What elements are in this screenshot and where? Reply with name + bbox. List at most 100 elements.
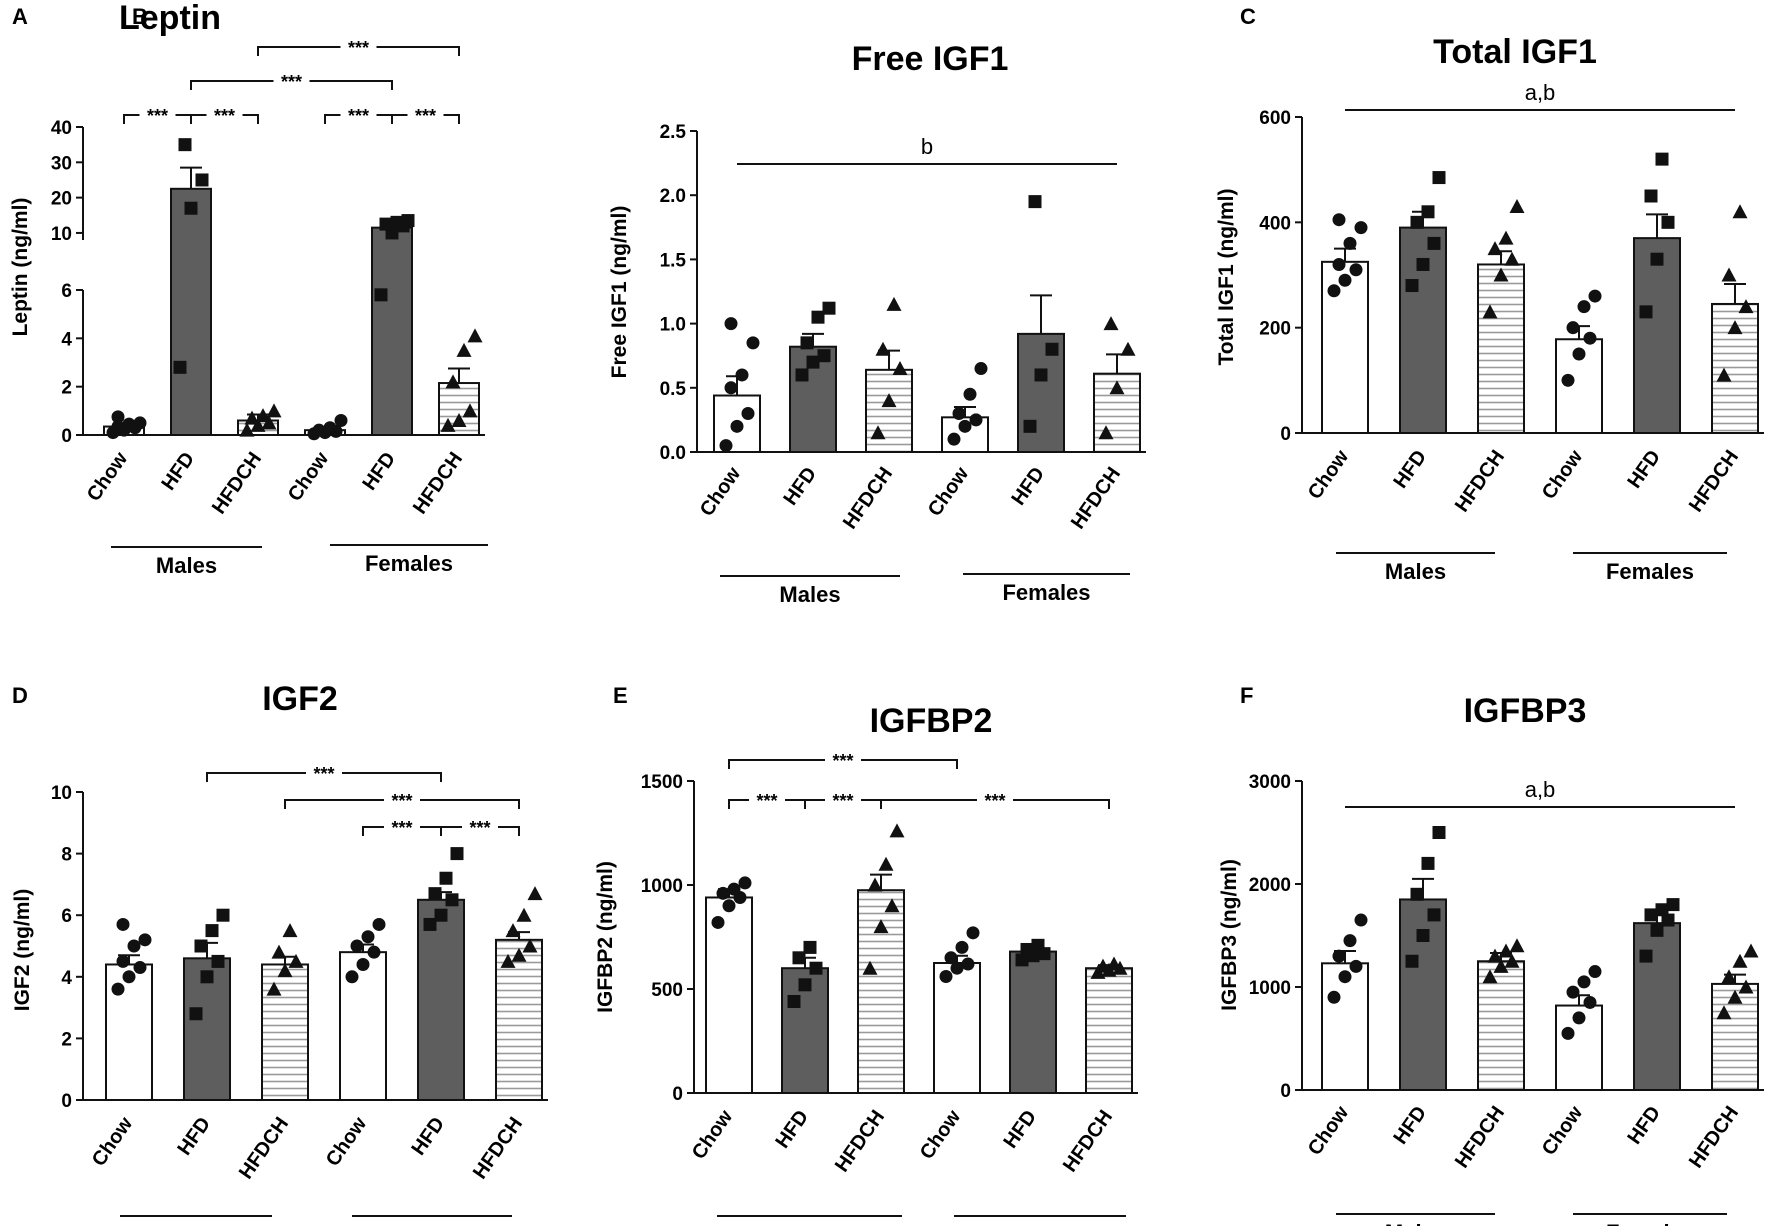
data-point [1410, 887, 1424, 901]
data-point [173, 360, 187, 374]
y-tick-label: 0.5 [660, 379, 687, 400]
x-tick-label: HFDCH [1685, 1102, 1743, 1172]
data-point [1405, 279, 1419, 293]
data-point [312, 423, 326, 437]
bar [1633, 922, 1681, 1092]
y-tick-label: 6 [61, 906, 72, 927]
data-point [111, 420, 125, 434]
group-label: Males [1385, 559, 1446, 584]
data-point [1338, 273, 1352, 287]
data-point [367, 945, 381, 959]
data-point [1028, 195, 1042, 209]
x-tick-label: Chow [322, 1113, 371, 1171]
data-point [216, 908, 230, 922]
significance-bracket [880, 799, 1110, 809]
significance-label: *** [348, 106, 369, 126]
y-tick-label: 2 [61, 1029, 72, 1050]
data-point [795, 368, 809, 382]
data-point [1327, 990, 1341, 1004]
y-tick-label: 3000 [1249, 772, 1291, 793]
x-tick-label: HFDCH [235, 1113, 293, 1183]
data-point [1498, 943, 1514, 958]
y-tick-label: 2 [61, 378, 72, 399]
data-point [122, 970, 136, 984]
data-point [1639, 949, 1653, 963]
data-point [809, 961, 823, 975]
y-tick-label: 10 [51, 224, 72, 245]
data-point [244, 410, 260, 425]
x-tick-label: HFD [157, 448, 199, 494]
data-point [862, 960, 878, 975]
data-point [1120, 341, 1136, 356]
data-point [211, 954, 225, 968]
data-point [1727, 320, 1743, 335]
chart-title: Leptin [119, 0, 221, 37]
y-tick-label: 2.5 [660, 122, 687, 143]
data-point [116, 954, 130, 968]
group-label: Males [165, 1222, 226, 1226]
y-tick-label: 0.0 [660, 443, 686, 464]
y-axis-label: IGFBP2 (ng/ml) [594, 861, 617, 1013]
data-point [963, 387, 977, 401]
data-point [282, 923, 298, 938]
data-point [1583, 331, 1597, 345]
y-tick-label: 1.0 [660, 315, 686, 336]
data-point [1493, 267, 1509, 282]
x-tick-label: Chow [1538, 446, 1587, 504]
y-tick-label: 10 [51, 783, 72, 804]
data-point [724, 381, 738, 395]
data-point [372, 917, 386, 931]
data-point [445, 893, 459, 907]
y-tick-label: 1000 [641, 876, 683, 897]
data-point [1338, 970, 1352, 984]
data-point [1031, 938, 1045, 952]
data-point [746, 336, 760, 350]
x-tick-label: HFD [1623, 1102, 1665, 1148]
data-point [738, 876, 752, 890]
group-label: Males [1385, 1220, 1446, 1226]
x-tick-label: Chow [1304, 446, 1353, 504]
data-point [881, 393, 897, 408]
data-point [1650, 252, 1664, 266]
significance-label: *** [469, 818, 490, 838]
data-point [261, 415, 277, 430]
chart-panel-c: C Total IGF1 Total IGF1 (ng/ml) 0 200 400 600 C… [1215, 4, 1764, 584]
x-tick-label: HFD [173, 1113, 215, 1159]
data-point [886, 296, 902, 311]
data-point [1661, 215, 1675, 229]
data-point [1498, 230, 1514, 245]
group-label: Males [779, 1222, 840, 1226]
y-tick-label: 1.5 [660, 250, 687, 271]
data-point [1644, 908, 1658, 922]
data-point [870, 425, 886, 440]
data-point [1332, 949, 1346, 963]
data-point [200, 970, 214, 984]
bar [1477, 263, 1525, 435]
significance-label: *** [147, 106, 168, 126]
data-point [1743, 943, 1759, 958]
data-point [730, 419, 744, 433]
significance-bracket [190, 80, 393, 90]
data-point [1504, 251, 1520, 266]
x-tick-label: HFD [407, 1113, 449, 1159]
y-tick-label: 20 [51, 189, 72, 210]
y-tick-label: 400 [1259, 213, 1291, 234]
data-point [111, 410, 125, 424]
data-point [724, 317, 738, 331]
significance-bracket [391, 114, 460, 124]
data-point [969, 413, 983, 427]
data-point [390, 215, 404, 229]
x-tick-label: HFD [358, 448, 400, 494]
x-tick-label: HFD [779, 463, 821, 509]
y-axis-label: Free IGF1 (ng/ml) [608, 206, 631, 379]
data-point [445, 374, 461, 389]
data-point [873, 919, 889, 934]
data-point [787, 994, 801, 1008]
data-point [1577, 975, 1591, 989]
y-tick-label: 4 [61, 968, 72, 989]
data-point [1721, 267, 1737, 282]
data-point [138, 933, 152, 947]
x-tick-label: Chow [1538, 1102, 1587, 1160]
significance-label: *** [832, 751, 853, 771]
significance-bracket [257, 46, 460, 56]
